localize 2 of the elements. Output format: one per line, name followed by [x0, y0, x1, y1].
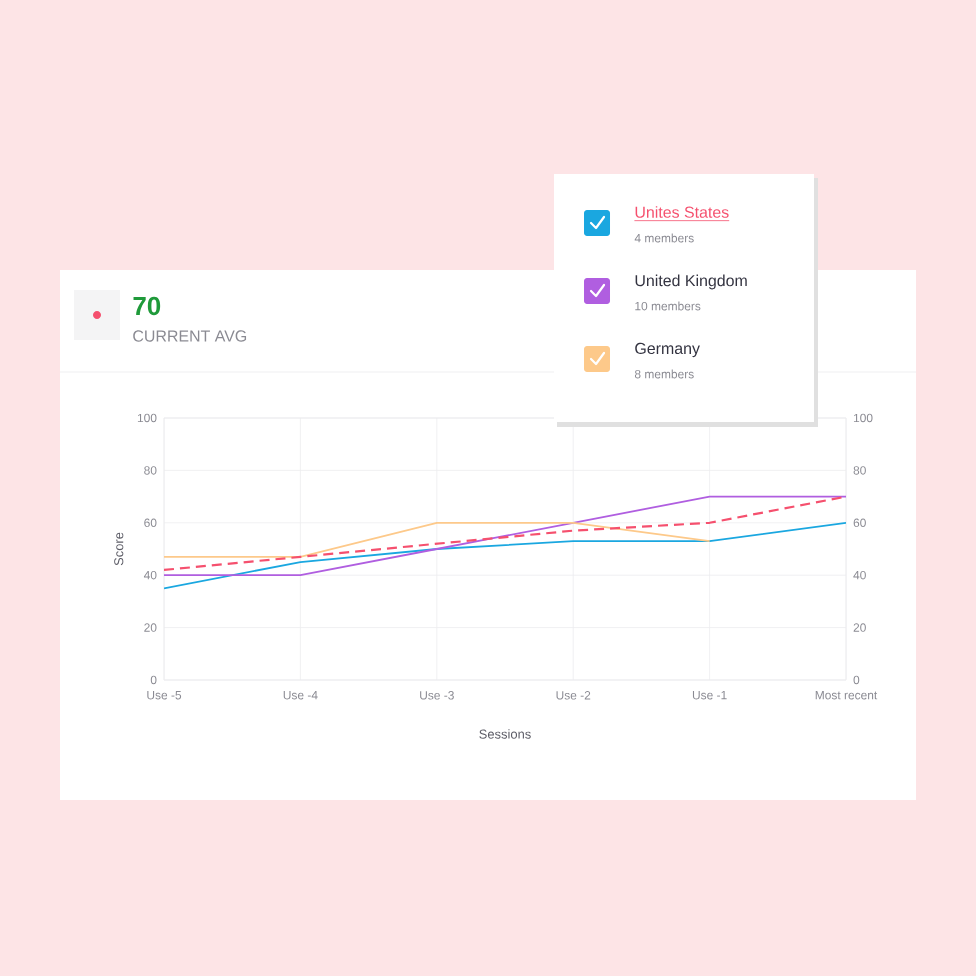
text: 70 [133, 296, 161, 316]
line-series [164, 521, 847, 590]
